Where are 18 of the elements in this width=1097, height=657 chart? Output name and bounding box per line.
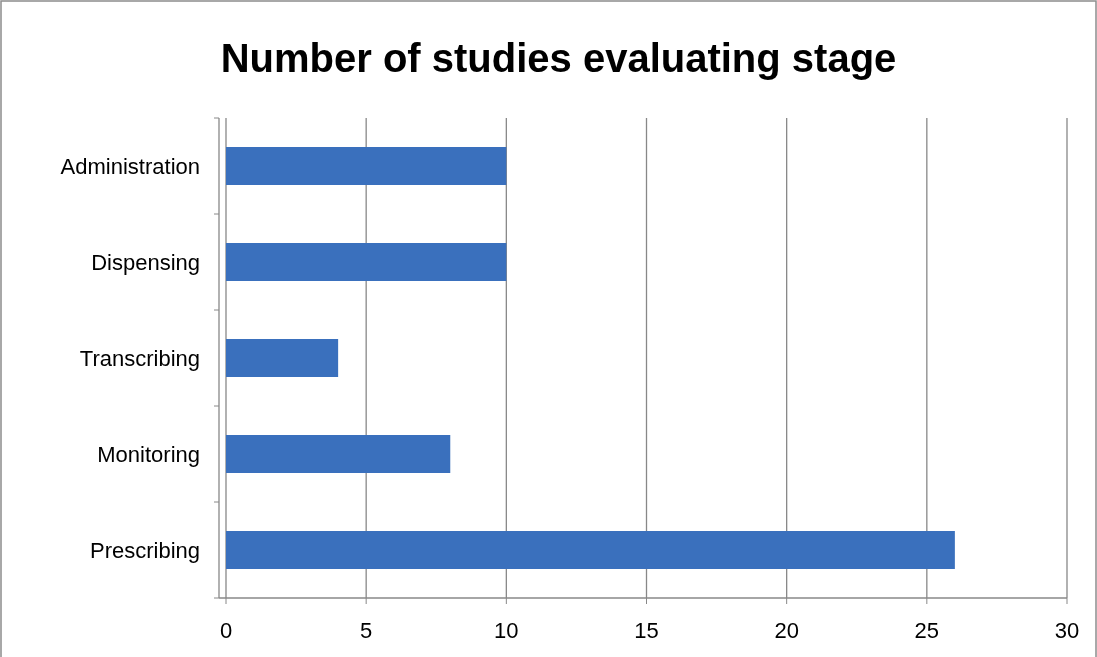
x-tick-label: 5: [360, 618, 373, 643]
x-tick-label: 20: [774, 618, 799, 643]
y-tick-label: Transcribing: [79, 346, 200, 371]
x-tick-label: 10: [494, 618, 519, 643]
y-tick-label: Monitoring: [97, 442, 200, 467]
x-tick-label: 0: [219, 618, 233, 643]
chart-title: Number of studies evaluating stage: [220, 36, 897, 80]
x-tick-label: 25: [914, 618, 940, 643]
bar: [226, 243, 507, 281]
bar: [226, 147, 507, 185]
x-tick-label: 30: [1054, 618, 1080, 643]
y-tick-label: Dispensing: [91, 250, 200, 275]
bar: [226, 435, 451, 473]
bar: [226, 339, 339, 377]
y-tick-label: Administration: [60, 154, 200, 179]
bar: [226, 531, 955, 569]
x-tick-label: 15: [634, 618, 659, 643]
y-tick-label: Prescribing: [89, 538, 200, 563]
